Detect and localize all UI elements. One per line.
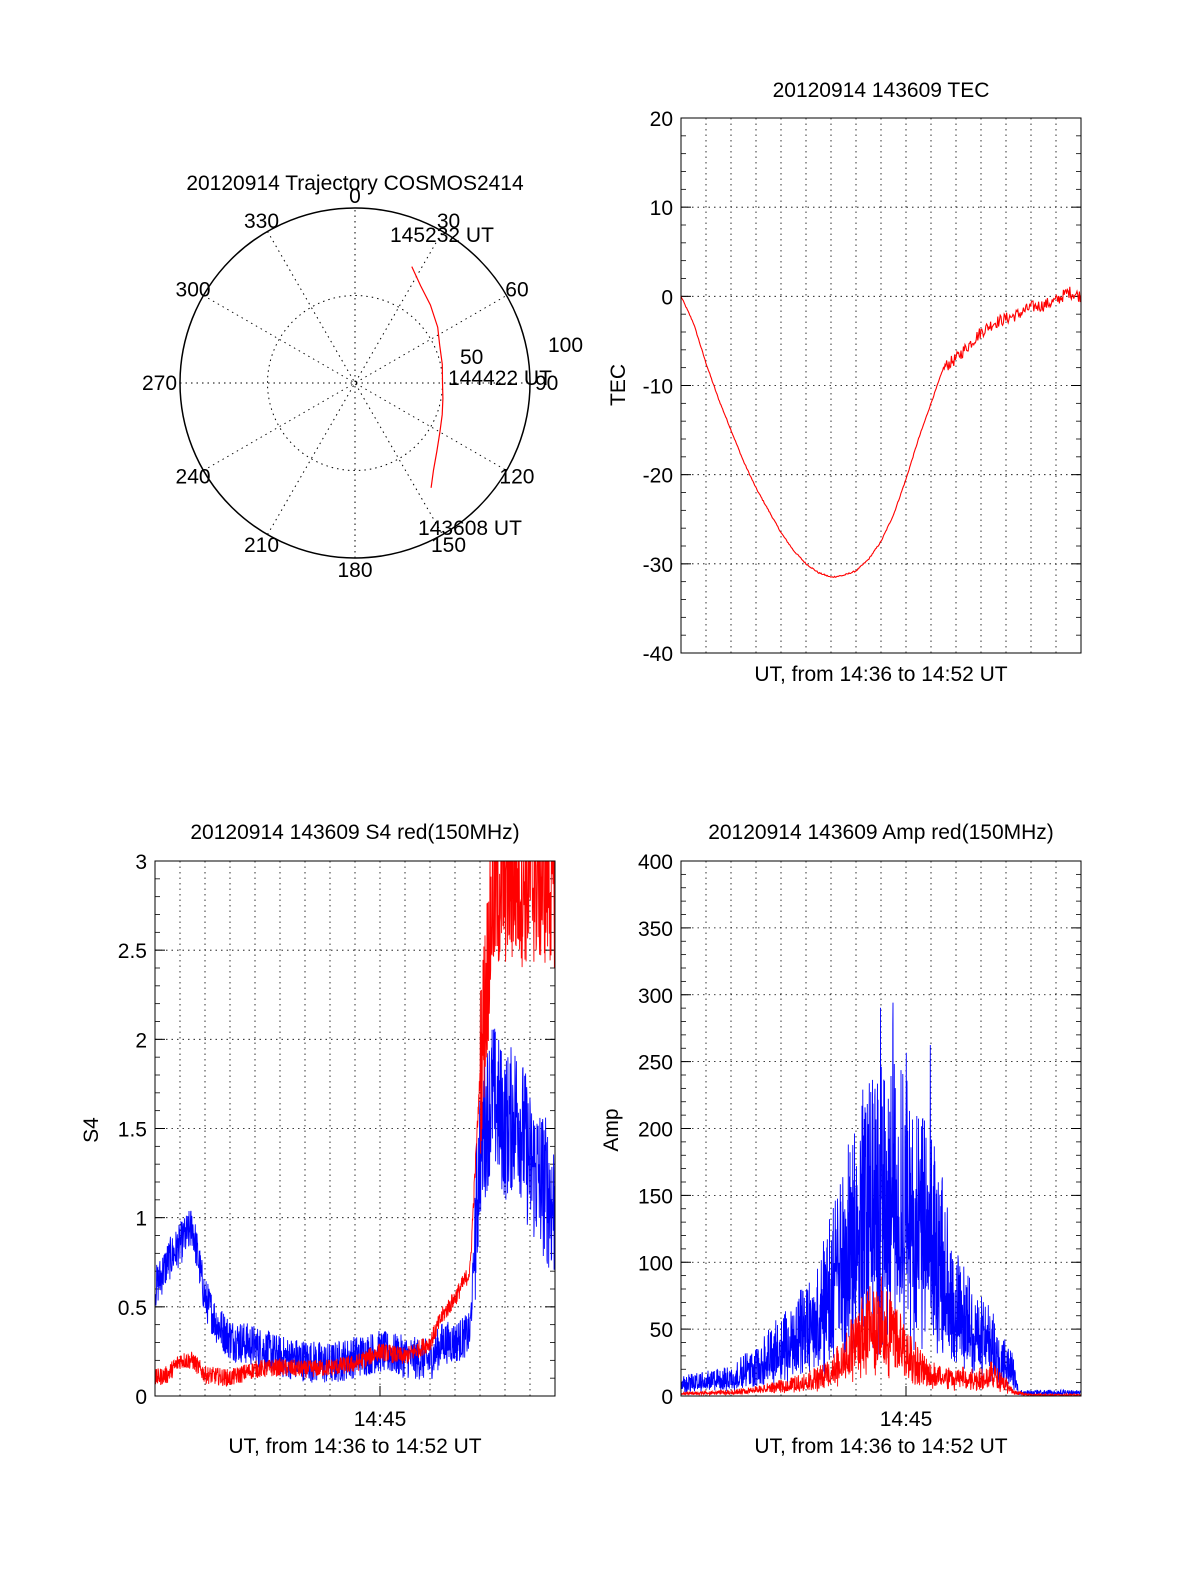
ytick-label: -20 bbox=[643, 465, 673, 488]
s4-panel: 20120914 143609 S4 red(150MHz) 3 2.5 2 1.5 1… bbox=[80, 821, 556, 1458]
polar-inner-circle bbox=[267, 295, 443, 471]
amp-red-series-line bbox=[681, 1276, 1081, 1396]
tec-series-line bbox=[680, 286, 1082, 578]
ytick-label: 0 bbox=[661, 1386, 673, 1409]
amp-xtick-label: 14:45 bbox=[880, 1408, 933, 1431]
amp-title: 20120914 143609 Amp red(150MHz) bbox=[708, 821, 1054, 844]
trajectory-label-start: 143608 UT bbox=[418, 517, 522, 540]
tec-frame bbox=[680, 117, 1082, 654]
ytick-label: 3 bbox=[135, 851, 147, 874]
ytick-label: 150 bbox=[638, 1185, 673, 1208]
ytick-label: 0 bbox=[661, 286, 673, 309]
polar-title: 20120914 Trajectory COSMOS2414 bbox=[186, 172, 524, 195]
amp-frame bbox=[680, 860, 1082, 1397]
tec-ytick-labels: 20 10 0 -10 -20 -30 -40 bbox=[643, 108, 673, 666]
s4-red-series-line bbox=[155, 861, 555, 1387]
amp-xlabel: UT, from 14:36 to 14:52 UT bbox=[754, 1435, 1007, 1458]
ytick-label: 20 bbox=[650, 108, 673, 131]
s4-frame bbox=[154, 860, 556, 1397]
tec-panel: 20120914 143609 TEC 20 10 0 -10 -20 -30 -40 TE… bbox=[607, 79, 1082, 686]
amp-blue-series-line bbox=[681, 1002, 1081, 1396]
s4-xlabel: UT, from 14:36 to 14:52 UT bbox=[228, 1435, 481, 1458]
s4-ylabel: S4 bbox=[80, 1117, 103, 1143]
s4-blue-series-line bbox=[155, 1028, 555, 1383]
ytick-label: -30 bbox=[643, 554, 673, 577]
polar-azimuth-label: 90 bbox=[535, 372, 558, 395]
s4-xtick-label: 14:45 bbox=[354, 1408, 407, 1431]
ytick-label: 2.5 bbox=[118, 940, 147, 963]
ytick-label: 400 bbox=[638, 851, 673, 874]
polar-azimuth-label: 60 bbox=[505, 279, 528, 302]
tec-grid bbox=[681, 117, 1081, 654]
ytick-label: 200 bbox=[638, 1119, 673, 1142]
ytick-label: 300 bbox=[638, 985, 673, 1008]
amp-ylabel: Amp bbox=[600, 1108, 623, 1151]
ytick-label: 10 bbox=[650, 197, 673, 220]
ytick-label: -10 bbox=[643, 376, 673, 399]
ytick-label: 0.5 bbox=[118, 1297, 147, 1320]
amp-panel: 20120914 143609 Amp red(150MHz) 400 350 30… bbox=[600, 821, 1082, 1458]
ytick-label: 100 bbox=[638, 1252, 673, 1275]
s4-ytick-labels: 3 2.5 2 1.5 1 0.5 0 bbox=[118, 851, 147, 1409]
polar-azimuth-label: 0 bbox=[349, 185, 361, 208]
ytick-label: 1 bbox=[135, 1208, 147, 1231]
polar-azimuth-label: 330 bbox=[244, 210, 279, 233]
trajectory-line bbox=[411, 266, 444, 488]
polar-spoke bbox=[267, 231, 443, 535]
ytick-label: 250 bbox=[638, 1052, 673, 1075]
polar-azimuth-label: 270 bbox=[142, 372, 177, 395]
trajectory-label-end: 145232 UT bbox=[390, 224, 494, 247]
polar-azimuth-label: 210 bbox=[244, 534, 279, 557]
ytick-label: 1.5 bbox=[118, 1119, 147, 1142]
polar-trajectory-panel: 20120914 Trajectory COSMOS2414 0 30 60 90 12… bbox=[142, 172, 583, 582]
ytick-label: 0 bbox=[135, 1386, 147, 1409]
ytick-label: -40 bbox=[643, 643, 673, 666]
tec-ylabel: TEC bbox=[607, 364, 630, 406]
ytick-label: 50 bbox=[650, 1319, 673, 1342]
amp-ytick-labels: 400 350 300 250 200 150 100 50 0 bbox=[638, 851, 673, 1409]
polar-azimuth-label: 30 bbox=[437, 210, 460, 233]
polar-spoke bbox=[267, 231, 443, 535]
s4-title: 20120914 143609 S4 red(150MHz) bbox=[190, 821, 519, 844]
polar-spoke bbox=[203, 295, 507, 471]
polar-azimuth-label: 180 bbox=[337, 559, 372, 582]
polar-radial-label-50: 50 bbox=[460, 346, 483, 369]
trajectory-label-mid: 144422 UT bbox=[448, 367, 552, 390]
tec-title: 20120914 143609 TEC bbox=[773, 79, 990, 102]
polar-azimuth-label: 240 bbox=[176, 466, 211, 489]
polar-azimuth-label: 120 bbox=[499, 466, 534, 489]
polar-radial-label-100: 100 bbox=[548, 334, 583, 357]
polar-spoke bbox=[203, 295, 507, 471]
polar-azimuth-label: 150 bbox=[431, 534, 466, 557]
polar-azimuth-labels: 0 30 60 90 120 150 180 210 240 270 300 330 bbox=[142, 185, 558, 582]
ytick-label: 2 bbox=[135, 1029, 147, 1052]
ytick-label: 350 bbox=[638, 918, 673, 941]
polar-azimuth-label: 300 bbox=[176, 279, 211, 302]
tec-xlabel: UT, from 14:36 to 14:52 UT bbox=[754, 663, 1007, 686]
